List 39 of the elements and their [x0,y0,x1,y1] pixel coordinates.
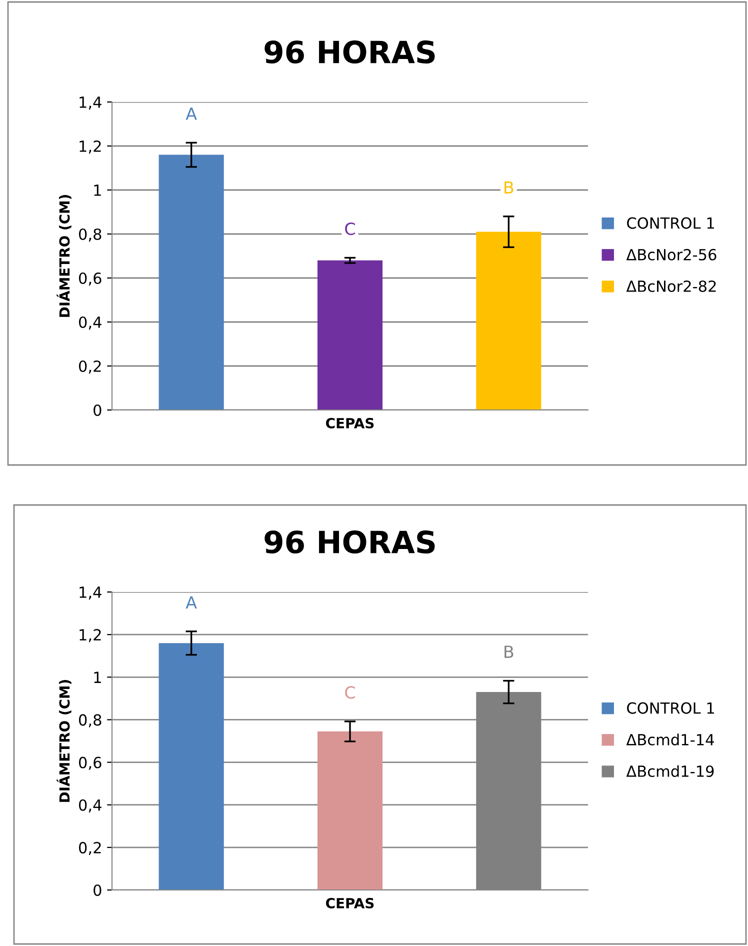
annotation: A [186,108,197,120]
y-tick-label: 1,2 [80,629,101,642]
annotation: C [345,686,355,699]
y-tick-label: 1,4 [80,586,102,600]
y-tick-label: 1,2 [80,140,101,154]
y-tick-label: 1,4 [80,96,102,110]
x-axis-title: CEPAS [326,898,374,908]
y-tick-label: 0,8 [78,714,102,728]
y-tick-label: 0 [94,884,102,896]
y-axis-title: DIÁMETRO (CM) [56,195,72,317]
bar [158,154,224,410]
bar [476,232,542,410]
legend-label: CONTROL 1 [627,217,714,229]
y-tick-label: 0,2 [78,360,101,374]
y-tick-label: 0,2 [78,842,101,856]
legend-label: CONTROL 1 [627,702,714,714]
legend-label: ΔBcmd1-19 [626,765,714,778]
legend-label: ΔBcNor2-56 [626,248,716,260]
y-axis-title: DIÁMETRO (CM) [56,680,72,802]
legend-label: ΔBcmd1-14 [626,734,714,746]
y-tick-label: 0,4 [78,316,102,330]
y-tick-label: 0,6 [78,756,102,770]
y-tick-label: 0,6 [78,272,102,286]
chart-title: 96 HORAS [264,530,435,554]
bar [317,260,383,410]
annotation: B [504,646,514,658]
legend-label: ΔBcNor2-82 [626,280,716,292]
annotation: C [345,222,355,236]
y-tick-label: 0,4 [78,799,102,812]
y-tick-label: 1 [94,184,101,196]
bar [317,731,383,890]
annotation: A [186,596,197,608]
y-tick-label: 0,8 [78,228,102,242]
y-tick-label: 0 [94,404,102,416]
annotation: B [504,181,514,194]
bar [158,643,224,890]
chart-title: 96 HORAS [264,40,435,64]
y-tick-label: 1 [94,672,101,683]
x-axis-title: CEPAS [326,418,374,428]
